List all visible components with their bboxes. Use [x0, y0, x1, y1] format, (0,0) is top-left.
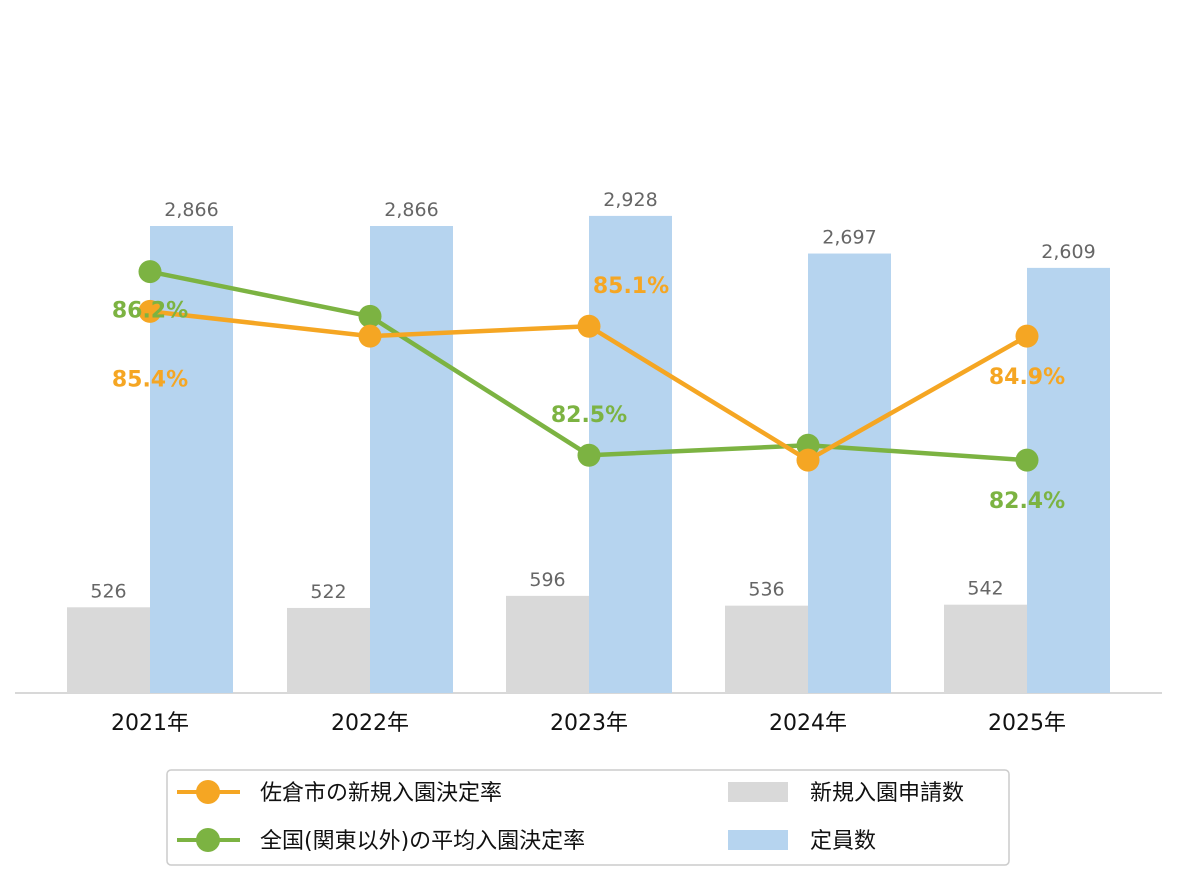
point-series-0-3: [796, 448, 820, 472]
bar-label-applications-1: 522: [310, 581, 346, 603]
point-series-1-0: [138, 260, 162, 284]
legend-label-national: 全国(関東以外)の平均入園決定率: [260, 829, 585, 854]
x-tick-label-3: 2024年: [769, 711, 847, 736]
bar-applications-1: [287, 607, 370, 693]
bar-applications-4: [944, 604, 1027, 693]
bar-capacity-1: [370, 226, 453, 693]
line-series-1: [149, 269, 1028, 463]
bar-label-capacity-4: 2,609: [1041, 241, 1095, 263]
legend: 佐倉市の新規入園決定率 全国(関東以外)の平均入園決定率 新規入園申請数 定員数: [166, 769, 1010, 866]
point-series-1-1: [358, 304, 382, 328]
rate-labels-group: 85.4% 85.1% 84.9% 86.2% 82.5% 82.4%: [112, 274, 1065, 514]
rate-label-series-0-4: 84.9%: [989, 365, 1065, 390]
bar-applications-0: [67, 607, 150, 693]
bar-labels-group: 526 2,866 522 2,866 596 2,928 536 2,697 542 2,609: [90, 189, 1095, 603]
point-series-0-1: [358, 324, 382, 348]
legend-marker-national: [196, 828, 220, 852]
bar-label-capacity-1: 2,866: [384, 199, 438, 221]
legend-swatch-applications: [728, 782, 788, 802]
x-ticks-group: 2021年 2022年 2023年 2024年 2025年: [111, 711, 1066, 736]
x-tick-label-2: 2023年: [550, 711, 628, 736]
bar-capacity-0: [150, 226, 233, 693]
legend-swatch-capacity: [728, 830, 788, 850]
rate-label-series-1-2: 82.5%: [551, 403, 627, 428]
bar-label-applications-3: 536: [748, 579, 784, 601]
legend-label-capacity: 定員数: [810, 829, 876, 854]
point-series-1-4: [1015, 448, 1039, 472]
x-tick-label-1: 2022年: [331, 711, 409, 736]
rate-label-series-0-2: 85.1%: [593, 274, 669, 299]
point-series-1-2: [577, 443, 601, 467]
bar-label-capacity-2: 2,928: [603, 189, 657, 211]
bar-capacity-3: [808, 253, 891, 693]
legend-marker-sakura: [196, 780, 220, 804]
lines-group: [138, 260, 1039, 472]
bar-applications-3: [725, 605, 808, 693]
bar-label-applications-2: 596: [529, 569, 565, 591]
point-series-0-0: [138, 299, 162, 323]
legend-frame: [166, 769, 1010, 866]
rate-label-series-1-0: 86.2%: [112, 299, 188, 324]
rate-label-series-1-4: 82.4%: [989, 489, 1065, 514]
rate-label-series-0-0: 85.4%: [112, 367, 188, 392]
bar-label-capacity-3: 2,697: [822, 227, 876, 249]
point-series-0-2: [577, 314, 601, 338]
x-tick-label-4: 2025年: [988, 711, 1066, 736]
bar-label-applications-0: 526: [90, 580, 126, 602]
bar-applications-2: [506, 595, 589, 693]
bar-capacity-4: [1027, 267, 1110, 693]
point-series-0-4: [1015, 324, 1039, 348]
bar-label-applications-4: 542: [967, 578, 1003, 600]
legend-label-sakura: 佐倉市の新規入園決定率: [260, 781, 502, 806]
bar-label-capacity-0: 2,866: [164, 199, 218, 221]
x-tick-label-0: 2021年: [111, 711, 189, 736]
legend-label-applications: 新規入園申請数: [810, 781, 964, 806]
